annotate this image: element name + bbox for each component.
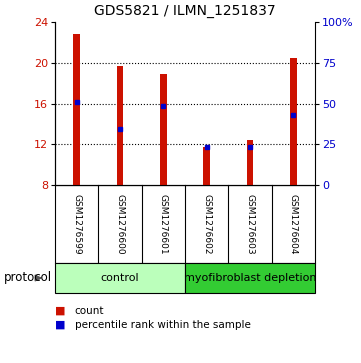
Text: ■: ■ bbox=[55, 320, 65, 330]
Text: ■: ■ bbox=[55, 306, 65, 316]
Text: count: count bbox=[75, 306, 104, 316]
Bar bbox=[117, 66, 123, 185]
Bar bbox=[247, 140, 253, 185]
Text: GSM1276601: GSM1276601 bbox=[159, 194, 168, 254]
Bar bbox=[160, 74, 166, 185]
Text: myofibroblast depletion: myofibroblast depletion bbox=[184, 273, 316, 283]
Text: GSM1276600: GSM1276600 bbox=[116, 194, 125, 254]
Bar bbox=[203, 147, 210, 185]
Text: GSM1276602: GSM1276602 bbox=[202, 194, 211, 254]
Text: protocol: protocol bbox=[4, 272, 52, 285]
Text: GSM1276603: GSM1276603 bbox=[245, 194, 255, 254]
Bar bbox=[55, 263, 185, 293]
Bar bbox=[73, 34, 80, 185]
Text: GSM1276604: GSM1276604 bbox=[289, 194, 298, 254]
Text: percentile rank within the sample: percentile rank within the sample bbox=[75, 320, 251, 330]
Title: GDS5821 / ILMN_1251837: GDS5821 / ILMN_1251837 bbox=[94, 4, 276, 18]
Text: GSM1276599: GSM1276599 bbox=[72, 194, 81, 254]
Bar bbox=[290, 58, 297, 185]
Bar bbox=[185, 263, 315, 293]
Text: control: control bbox=[101, 273, 139, 283]
